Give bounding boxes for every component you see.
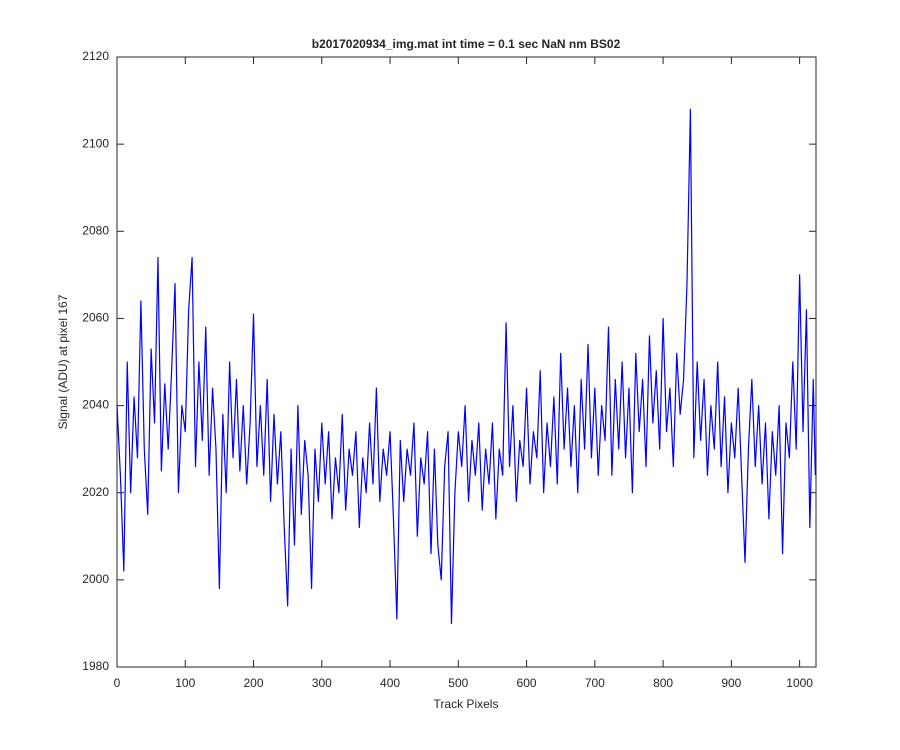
x-tick-label: 0 bbox=[114, 676, 121, 690]
x-tick-label: 100 bbox=[175, 676, 195, 690]
x-tick-label: 600 bbox=[517, 676, 537, 690]
y-tick-label: 2000 bbox=[82, 572, 109, 586]
y-tick-label: 2080 bbox=[82, 223, 109, 237]
y-axis-label: Signal (ADU) at pixel 167 bbox=[56, 294, 70, 429]
x-tick-label: 900 bbox=[721, 676, 741, 690]
x-axis-label: Track Pixels bbox=[434, 697, 499, 711]
chart-title: b2017020934_img.mat int time = 0.1 sec N… bbox=[312, 37, 621, 51]
axes-box bbox=[116, 56, 817, 668]
x-tick-label: 800 bbox=[653, 676, 673, 690]
x-tick-label: 500 bbox=[448, 676, 468, 690]
y-tick-label: 2060 bbox=[82, 311, 109, 325]
y-tick-label: 2040 bbox=[82, 398, 109, 412]
x-tick-label: 1000 bbox=[786, 676, 813, 690]
y-tick-label: 2120 bbox=[82, 49, 109, 63]
x-tick-label: 200 bbox=[244, 676, 264, 690]
y-tick-label: 1980 bbox=[82, 659, 109, 673]
data-line bbox=[116, 108, 816, 625]
x-tick-label: 400 bbox=[380, 676, 400, 690]
x-tick-label: 300 bbox=[312, 676, 332, 690]
x-tick-label: 700 bbox=[585, 676, 605, 690]
y-tick-label: 2100 bbox=[82, 136, 109, 150]
y-tick-label: 2020 bbox=[82, 485, 109, 499]
